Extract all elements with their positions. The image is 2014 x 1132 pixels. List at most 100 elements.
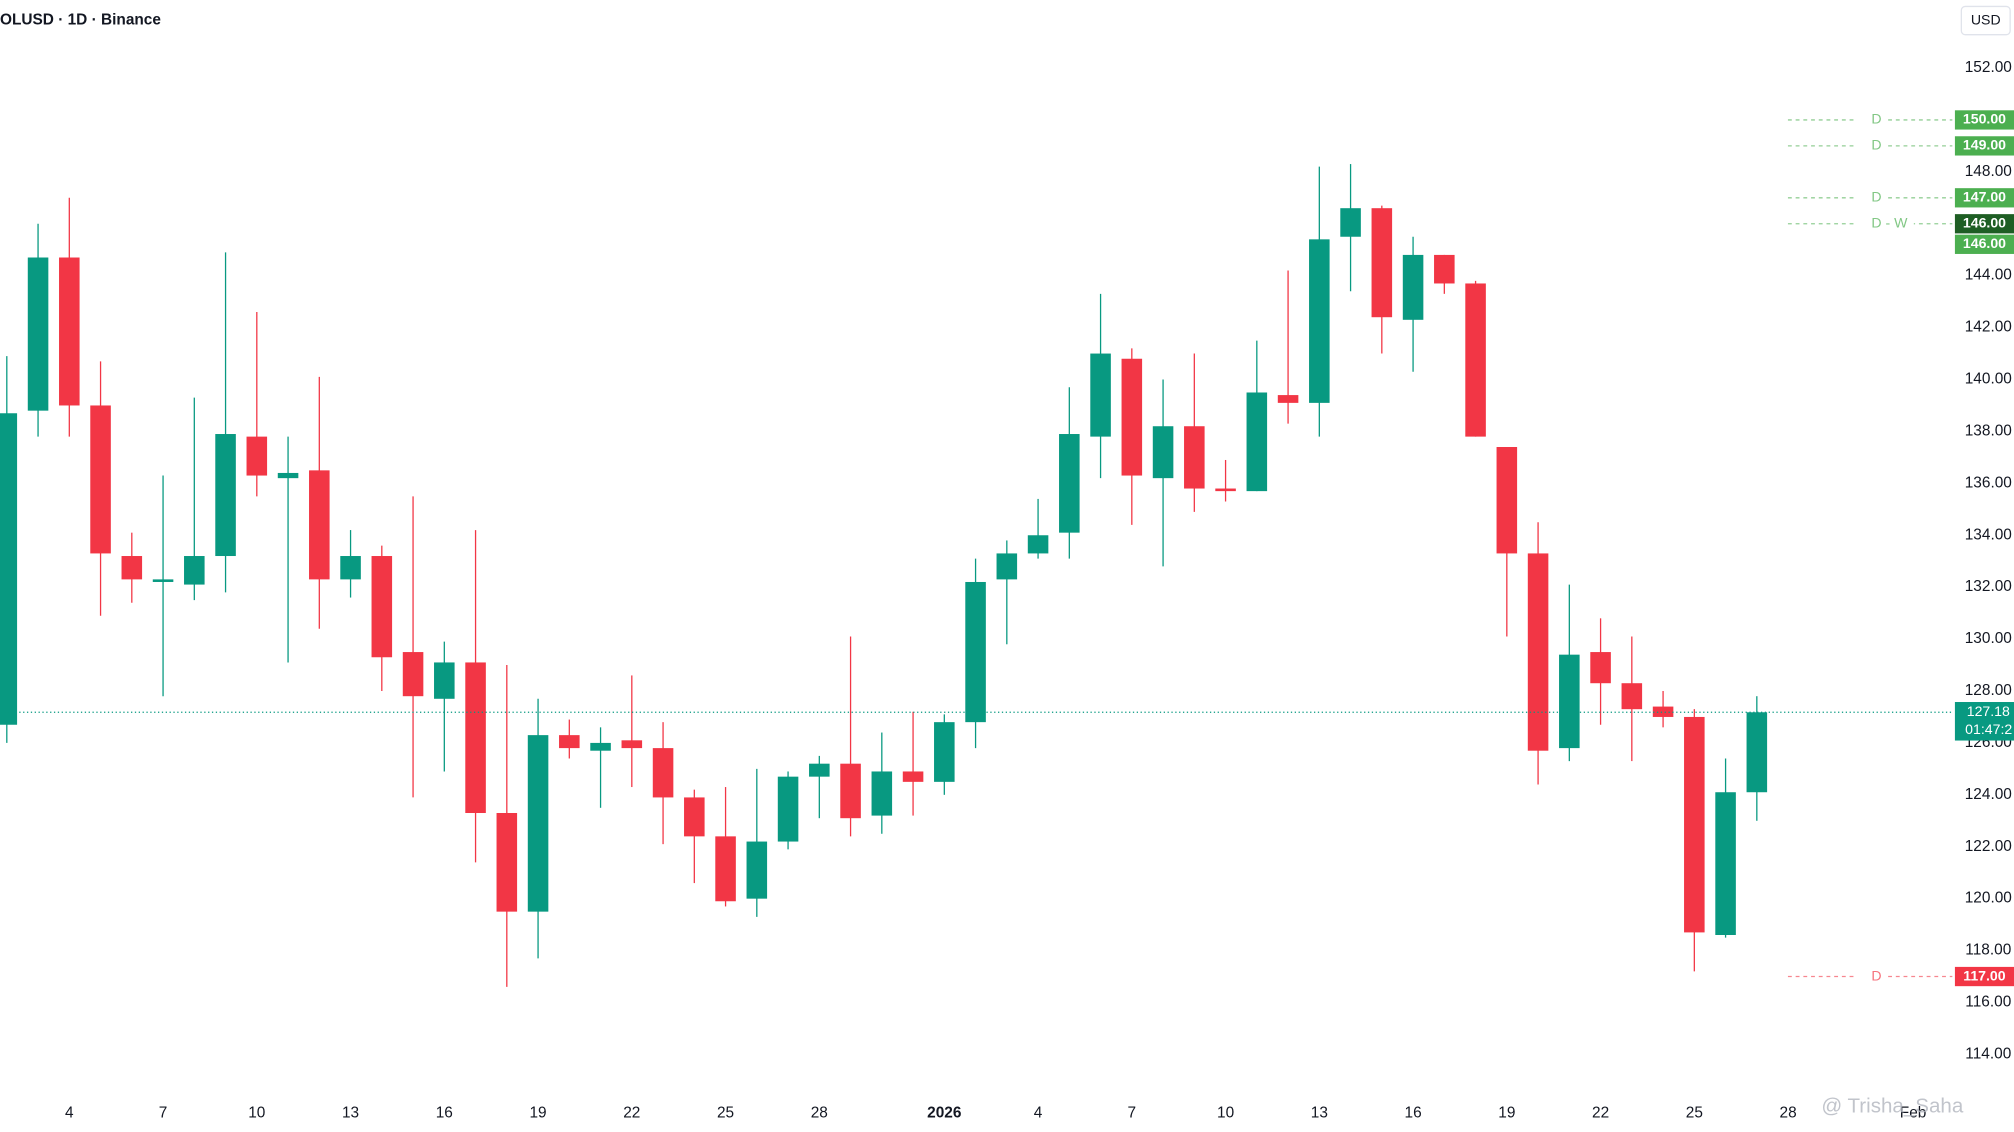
y-tick-label: 128.00 [1965,682,2012,699]
level-tag-bg [1854,968,1886,985]
candle-body [434,662,455,699]
candle-body [1371,208,1393,318]
candle-body [90,405,111,554]
y-tick-label: 116.00 [1965,994,2011,1011]
x-tick-label: 25 [1686,1105,1703,1122]
countdown: 01:47:2 [1965,721,2012,737]
y-tick-label: 124.00 [1965,786,2012,803]
candle-body [0,413,18,725]
candle-body [1684,716,1705,933]
y-tick-label: 120.00 [1965,890,2012,907]
candle-body [1621,683,1643,710]
candle-body [1152,426,1174,479]
candle-body [1590,652,1611,684]
level-tag: D [1871,967,1881,983]
y-tick-label: 142.00 [1965,319,2012,336]
candle-body [402,652,424,697]
x-tick-label: 7 [159,1105,168,1122]
x-tick-label: 10 [1217,1105,1234,1122]
x-tick-label: 16 [436,1105,453,1122]
x-tick-label: 4 [1034,1105,1043,1122]
level-tag: D [1871,189,1881,205]
x-tick-label: 13 [1311,1105,1328,1122]
x-tick-label: 16 [1405,1105,1422,1122]
level-label: 149.00 [1963,137,2006,153]
candle-body [1465,283,1486,437]
candle-body [1340,208,1361,237]
x-tick-label: 25 [717,1105,734,1122]
y-tick-label: 134.00 [1965,526,2012,543]
level-label-box [1954,234,2014,254]
candle-body [715,836,736,902]
level-label-box [1954,214,2014,234]
y-tick-label: 114.00 [1965,1045,2011,1062]
candle-body [652,748,674,798]
y-tick-label: 132.00 [1965,578,2012,595]
candle-body [1715,792,1736,936]
candle-body [59,257,80,406]
level-tag: D [1871,111,1881,127]
candle-body [184,556,205,585]
y-tick-label: 122.00 [1965,838,2012,855]
watermark: @ Trisha_Saha [1821,1095,1964,1118]
level-tag-bg [1854,112,1886,128]
x-tick-label: 28 [1780,1105,1797,1122]
x-tick-label: 13 [342,1105,359,1122]
x-tick-label: 4 [65,1105,74,1122]
candle-body [215,434,236,557]
level-tag: D [1871,137,1881,153]
candle-body [277,472,299,479]
candle-body [496,813,518,912]
level-tag: D - W [1871,215,1908,231]
level-tag-bg [1854,190,1886,206]
level-label-box [1954,188,2014,208]
y-tick-label: 136.00 [1965,474,2012,491]
candle-body [465,662,486,814]
candle-body [527,735,549,912]
candle-body [309,470,330,580]
candle-body [1559,654,1580,749]
y-tick-label: 148.00 [1965,163,2012,180]
last-price-label: 127.18 [1967,703,2010,719]
candle-body [621,740,643,749]
candle-body [1309,239,1330,403]
candle-body [1746,712,1768,793]
candle-body [965,581,986,723]
level-tag-bg [1854,138,1886,154]
candle-body [27,257,49,411]
level-tag-bg [1854,216,1914,232]
x-tick-label: 19 [529,1105,546,1122]
candle-body [1215,488,1236,492]
candle-body [590,742,611,751]
candle-body [121,556,143,580]
y-tick-label: 118.00 [1965,942,2011,959]
level-label: 150.00 [1963,111,2006,127]
candle-body [340,556,361,580]
candle-body [1027,535,1049,554]
currency[interactable]: USD [1971,11,2001,27]
y-tick-label: 140.00 [1965,371,2012,388]
candle-body [1277,395,1299,403]
y-tick-label: 138.00 [1965,423,2012,440]
level-label: 117.00 [1963,967,2006,983]
y-tick-label: 152.00 [1965,59,2012,76]
candle-body [1184,426,1205,489]
candle-body [559,735,580,749]
level-label: 146.00 [1963,215,2006,231]
y-tick-label: 130.00 [1965,630,2012,647]
candle-body [746,841,768,899]
x-tick-label: 10 [248,1105,265,1122]
x-tick-label: 28 [811,1105,828,1122]
candle-body [246,436,268,476]
candle-body [934,722,955,782]
candle-body [1059,434,1080,533]
candle-body [871,771,893,816]
level-label-box [1954,110,2014,130]
currency-box[interactable] [1960,5,2011,36]
candle-body [902,771,924,782]
x-tick-label: Feb [1900,1105,1927,1122]
candle-body [152,579,174,582]
level-label-box [1954,136,2014,156]
candle-body [1090,353,1111,437]
